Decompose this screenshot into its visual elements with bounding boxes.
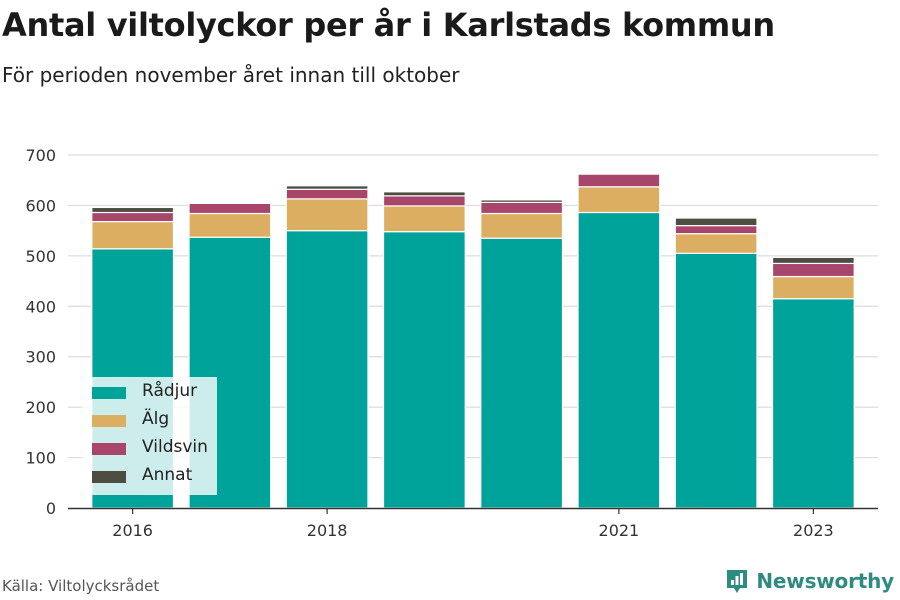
bar-annat-2019 [382,191,466,197]
legend-label-alg: Älg [142,409,170,429]
bar-radjur-2018 [285,230,369,509]
y-tick-label: 0 [46,499,56,518]
bar-radjur-2019 [382,231,466,509]
x-tick-label: 2018 [307,521,348,540]
bar-alg-2019 [382,205,466,233]
legend-swatch-alg [92,415,126,427]
bar-alg-2018 [285,198,369,232]
bar-radjur-2023 [771,298,855,509]
bar-vildsvin-2018 [285,188,369,200]
legend-swatch-vildsvin [92,443,126,455]
bar-radjur-2022 [674,252,758,509]
bar-vildsvin-2023 [771,262,855,278]
x-axis: 2016 2018 2021 2023 [68,507,878,540]
legend: Rådjur Älg Vildsvin Annat [82,377,217,495]
legend-swatch-radjur [92,387,126,399]
bar-vildsvin-2017 [188,202,272,215]
brand-logo: Newsworthy [724,568,894,594]
bar-alg-2022 [674,233,758,254]
bar-alg-2023 [771,275,855,300]
bar-radjur-2021 [577,211,661,509]
y-axis-ticks: 0 100 200 300 400 500 600 700 [25,146,56,518]
x-tick-label: 2021 [599,521,640,540]
bar-annat-2023 [771,256,855,265]
bar-vildsvin-2020 [480,201,564,215]
bar-annat-2016 [91,206,175,214]
bar-vildsvin-2016 [91,211,175,223]
bar-alg-2016 [91,220,175,250]
newsworthy-logo-icon [727,570,748,593]
x-tick-label: 2023 [793,521,834,540]
bar-radjur-2020 [480,237,564,509]
y-tick-label: 400 [25,297,56,316]
y-tick-label: 200 [25,398,56,417]
bar-alg-2020 [480,212,564,239]
bar-vildsvin-2019 [382,195,466,207]
source-note: Källa: Viltolycksrådet [2,577,160,595]
chart-title: Antal viltolyckor per år i Karlstads kom… [2,6,775,44]
bar-annat-2020 [480,199,564,204]
bar-alg-2021 [577,186,661,214]
legend-label-vildsvin: Vildsvin [142,437,208,457]
y-tick-label: 600 [25,196,56,215]
legend-label-radjur: Rådjur [142,381,198,401]
bar-annat-2018 [285,185,369,190]
legend-swatch-annat [92,471,126,483]
bar-vildsvin-2021 [577,173,661,188]
chart-subtitle: För perioden november året innan till ok… [2,63,460,87]
y-tick-label: 300 [25,348,56,367]
y-tick-label: 700 [25,146,56,165]
y-tick-label: 100 [25,449,56,468]
bar-alg-2017 [188,212,272,238]
y-tick-label: 500 [25,247,56,266]
bar-vildsvin-2022 [674,225,758,235]
legend-label-annat: Annat [142,465,193,485]
bar-annat-2022 [674,217,758,227]
x-tick-label: 2016 [112,521,153,540]
brand-name: Newsworthy [756,569,894,593]
